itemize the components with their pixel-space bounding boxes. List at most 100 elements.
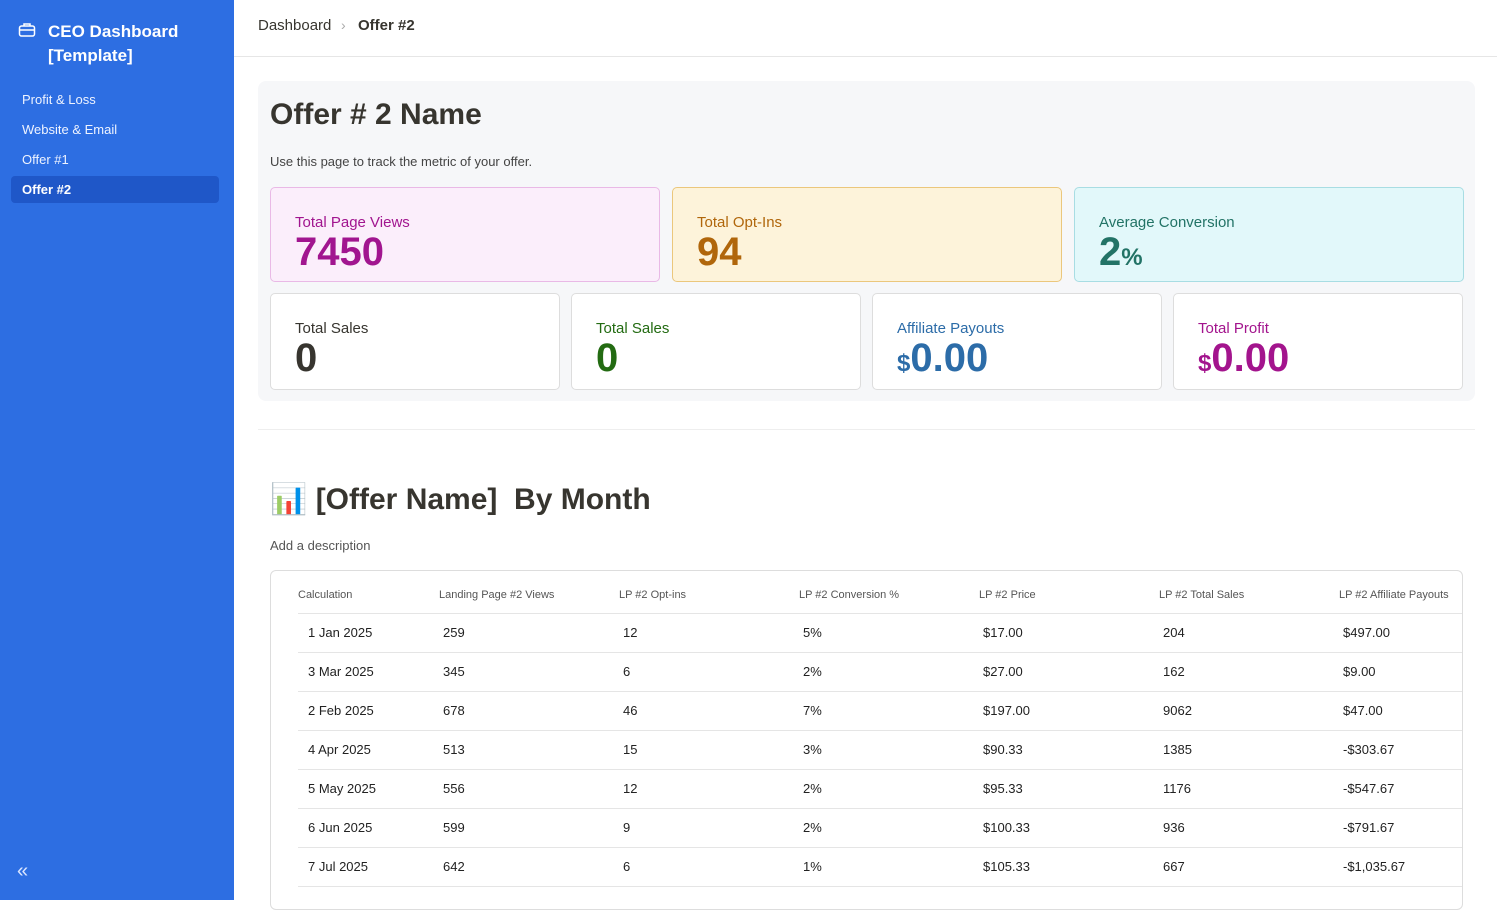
kpi-prefix: $ bbox=[1198, 350, 1212, 377]
table-cell: 3% bbox=[803, 742, 822, 757]
table-cell: 936 bbox=[1163, 820, 1185, 835]
table-cell: 2 Feb 2025 bbox=[308, 703, 374, 718]
kpi-prefix: $ bbox=[897, 350, 911, 377]
table-cell: 9 bbox=[623, 820, 631, 835]
table-cell: -$791.67 bbox=[1343, 820, 1395, 835]
kpi-card: Total Sales 0 bbox=[571, 293, 861, 390]
row-line bbox=[298, 808, 1462, 809]
sidebar: CEO Dashboard [Template] Profit & Loss We… bbox=[0, 0, 234, 900]
table-cell: -$1,035.67 bbox=[1343, 859, 1406, 874]
table-cell: 6 Jun 2025 bbox=[308, 820, 373, 835]
table-cell: 46 bbox=[623, 703, 638, 718]
page-title: Offer # 2 Name bbox=[270, 98, 482, 131]
kpi-label: Total Profit bbox=[1198, 320, 1269, 337]
kpi-card: Total Page Views 7450 bbox=[270, 187, 660, 282]
divider bbox=[258, 429, 1475, 430]
kpi-value: 7450 bbox=[295, 231, 635, 273]
table-cell: $197.00 bbox=[983, 703, 1030, 718]
row-line bbox=[298, 769, 1462, 770]
table-cell: 162 bbox=[1163, 664, 1185, 679]
kpi-card: Total Opt-Ins 94 bbox=[672, 187, 1062, 282]
column-header: LP #2 Affiliate Payouts bbox=[1339, 589, 1449, 601]
kpi-card: Average Conversion 2% bbox=[1074, 187, 1464, 282]
briefcase-icon bbox=[18, 23, 36, 37]
kpi-card: Affiliate Payouts $0.00 bbox=[872, 293, 1162, 390]
row-line bbox=[298, 613, 1462, 614]
table-cell: 642 bbox=[443, 859, 465, 874]
table-cell: 7% bbox=[803, 703, 822, 718]
table-cell: -$303.67 bbox=[1343, 742, 1395, 757]
kpi-number: 2 bbox=[1099, 230, 1122, 274]
kpi-number: 94 bbox=[697, 230, 742, 274]
table-cell: -$547.67 bbox=[1343, 781, 1395, 796]
kpi-label: Total Page Views bbox=[295, 214, 410, 231]
table-cell: 5% bbox=[803, 625, 822, 640]
column-header: LP #2 Opt-ins bbox=[619, 589, 687, 601]
column-header: LP #2 Conversion % bbox=[799, 589, 900, 601]
table-cell: 1385 bbox=[1163, 742, 1192, 757]
table-cell: 12 bbox=[623, 625, 638, 640]
table-cell: 2% bbox=[803, 781, 822, 796]
row-line bbox=[298, 691, 1462, 692]
table-cell: 1% bbox=[803, 859, 822, 874]
kpi-label: Total Sales bbox=[596, 320, 670, 337]
kpi-label: Affiliate Payouts bbox=[897, 320, 1005, 337]
table-cell: 204 bbox=[1163, 625, 1185, 640]
nav-item[interactable]: Offer #1 bbox=[22, 152, 69, 167]
table-cell: 678 bbox=[443, 703, 465, 718]
table-cell: $47.00 bbox=[1343, 703, 1383, 718]
section-title: 📊 [Offer Name] By Month bbox=[270, 483, 651, 516]
nav-item[interactable]: Profit & Loss bbox=[22, 92, 96, 107]
row-line bbox=[298, 730, 1462, 731]
table-cell: $9.00 bbox=[1343, 664, 1376, 679]
row-line bbox=[298, 652, 1462, 653]
table-cell: $17.00 bbox=[983, 625, 1023, 640]
nav-item[interactable]: Website & Email bbox=[22, 122, 118, 137]
table-cell: 667 bbox=[1163, 859, 1185, 874]
kpi-value: $0.00 bbox=[897, 337, 1137, 385]
kpi-number: 0.00 bbox=[1211, 336, 1290, 380]
nav-item[interactable]: Offer #2 bbox=[11, 176, 219, 203]
workspace-title[interactable]: CEO Dashboard [Template] bbox=[48, 22, 179, 65]
table-cell: $105.33 bbox=[983, 859, 1030, 874]
row-line bbox=[298, 847, 1462, 848]
table-cell: $27.00 bbox=[983, 664, 1023, 679]
kpi-value: 94 bbox=[697, 231, 1037, 273]
collapse-button[interactable]: « bbox=[17, 860, 29, 882]
table-cell: 7 Jul 2025 bbox=[308, 859, 368, 874]
table-cell: $95.33 bbox=[983, 781, 1023, 796]
column-header: Landing Page #2 Views bbox=[439, 589, 555, 601]
kpi-label: Total Opt-Ins bbox=[697, 214, 783, 231]
table-cell: 6 bbox=[623, 664, 631, 679]
column-header: LP #2 Price bbox=[979, 589, 1036, 601]
kpi-number: 0 bbox=[295, 336, 318, 380]
table-cell: 599 bbox=[443, 820, 465, 835]
kpi-value: 2% bbox=[1099, 231, 1439, 279]
kpi-value: $0.00 bbox=[1198, 337, 1438, 385]
kpi-value: 0 bbox=[295, 337, 535, 379]
kpi-number: 7450 bbox=[295, 230, 384, 274]
table-cell: 4 Apr 2025 bbox=[308, 742, 371, 757]
breadcrumb-link[interactable]: Dashboard bbox=[258, 17, 332, 34]
table-cell: 3 Mar 2025 bbox=[308, 664, 374, 679]
kpi-label: Total Sales bbox=[295, 320, 369, 337]
kpi-card: Total Profit $0.00 bbox=[1173, 293, 1463, 390]
table-cell: 9062 bbox=[1163, 703, 1192, 718]
table-cell: 556 bbox=[443, 781, 465, 796]
table-cell: 1 Jan 2025 bbox=[308, 625, 373, 640]
kpi-value: 0 bbox=[596, 337, 836, 379]
table-cell: 259 bbox=[443, 625, 465, 640]
table-cell: $90.33 bbox=[983, 742, 1023, 757]
table-cell: 345 bbox=[443, 664, 465, 679]
section-description: Add a description bbox=[270, 538, 371, 553]
kpi-number: 0.00 bbox=[910, 336, 989, 380]
table-cell: 6 bbox=[623, 859, 631, 874]
table-cell: 5 May 2025 bbox=[308, 781, 376, 796]
table-cell: 2% bbox=[803, 664, 822, 679]
table-cell: 513 bbox=[443, 742, 465, 757]
table-cell: $497.00 bbox=[1343, 625, 1390, 640]
table-cell: 1176 bbox=[1163, 781, 1191, 796]
breadcrumb-current[interactable]: Offer #2 bbox=[358, 17, 415, 34]
kpi-label: Average Conversion bbox=[1099, 214, 1235, 231]
